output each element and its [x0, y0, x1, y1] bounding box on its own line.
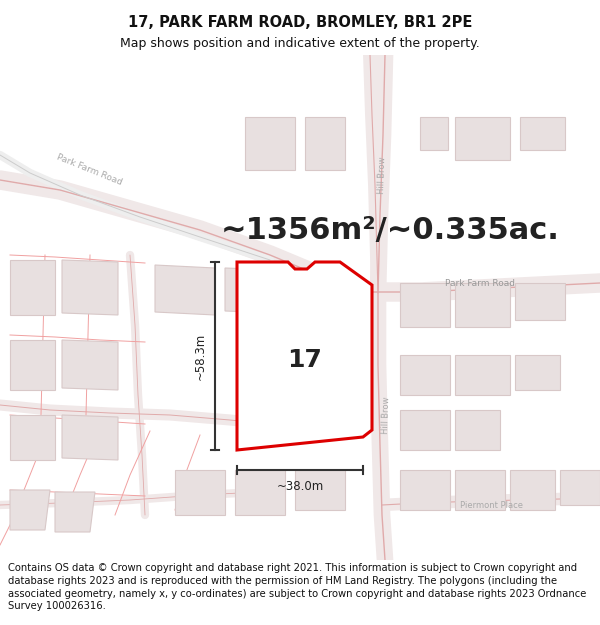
Polygon shape — [10, 490, 50, 530]
Text: Contains OS data © Crown copyright and database right 2021. This information is : Contains OS data © Crown copyright and d… — [8, 563, 586, 611]
Polygon shape — [237, 262, 372, 450]
Polygon shape — [560, 470, 600, 505]
Polygon shape — [175, 470, 225, 515]
Polygon shape — [305, 117, 345, 170]
Polygon shape — [62, 415, 118, 460]
Text: Park Farm Road: Park Farm Road — [445, 279, 515, 288]
Text: 17: 17 — [287, 348, 322, 372]
Polygon shape — [225, 268, 280, 313]
Polygon shape — [515, 283, 565, 320]
Text: ~58.3m: ~58.3m — [194, 332, 207, 379]
Polygon shape — [235, 470, 285, 515]
Polygon shape — [155, 265, 215, 315]
Polygon shape — [510, 470, 555, 510]
Polygon shape — [400, 410, 450, 450]
Text: Hill Brow: Hill Brow — [377, 156, 387, 194]
Polygon shape — [455, 410, 500, 450]
Polygon shape — [400, 355, 450, 395]
Polygon shape — [62, 340, 118, 390]
Polygon shape — [10, 260, 55, 315]
Text: Hill Brow: Hill Brow — [381, 396, 391, 434]
Polygon shape — [420, 117, 448, 150]
Text: Park Farm Road: Park Farm Road — [55, 152, 123, 188]
Polygon shape — [455, 355, 510, 395]
Polygon shape — [400, 283, 450, 327]
Text: Park Farm Road: Park Farm Road — [295, 276, 367, 294]
Polygon shape — [245, 117, 295, 170]
Polygon shape — [295, 470, 345, 510]
Text: Map shows position and indicative extent of the property.: Map shows position and indicative extent… — [120, 37, 480, 50]
Polygon shape — [455, 283, 510, 327]
Text: 17, PARK FARM ROAD, BROMLEY, BR1 2PE: 17, PARK FARM ROAD, BROMLEY, BR1 2PE — [128, 15, 472, 30]
Polygon shape — [400, 470, 450, 510]
Text: ~38.0m: ~38.0m — [277, 480, 323, 493]
Polygon shape — [10, 340, 55, 390]
Text: Piermont Place: Piermont Place — [460, 501, 523, 509]
Polygon shape — [455, 470, 505, 510]
Polygon shape — [455, 117, 510, 160]
Polygon shape — [62, 260, 118, 315]
Polygon shape — [515, 355, 560, 390]
Polygon shape — [10, 415, 55, 460]
Text: ~1356m²/~0.335ac.: ~1356m²/~0.335ac. — [221, 216, 559, 244]
Polygon shape — [55, 492, 95, 532]
Polygon shape — [520, 117, 565, 150]
